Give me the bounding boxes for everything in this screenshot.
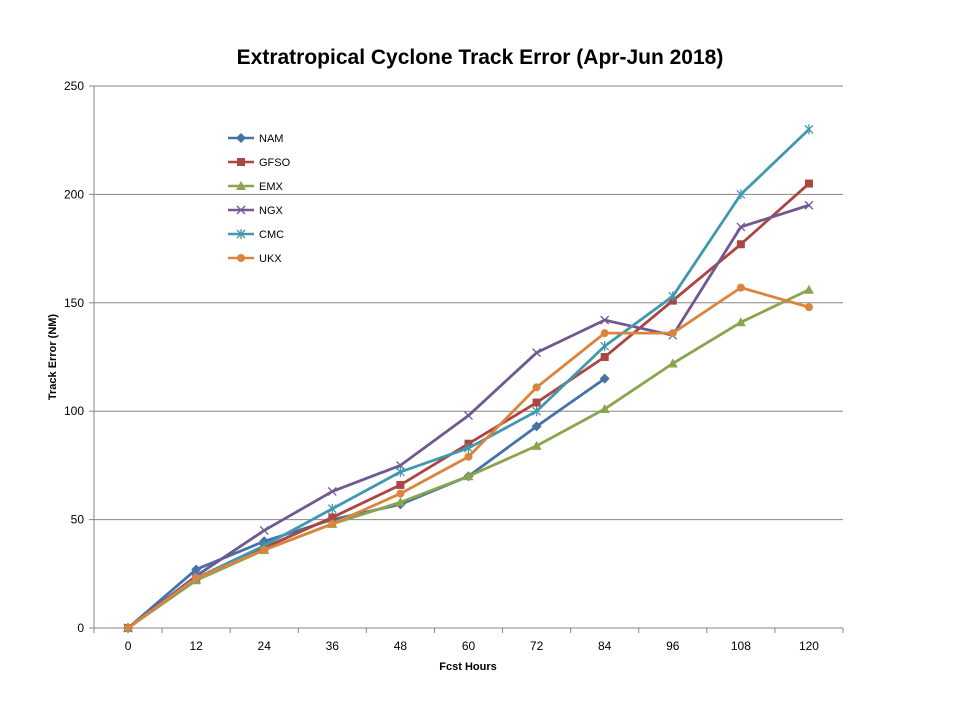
data-point-ukx — [533, 383, 541, 391]
legend-label-emx: EMX — [259, 181, 284, 193]
data-point-ukx — [328, 520, 336, 528]
y-tick-label: 200 — [64, 187, 84, 201]
x-tick-label: 120 — [799, 639, 819, 653]
x-tick-label: 84 — [598, 639, 612, 653]
data-point-ngx — [465, 412, 473, 420]
x-tick-label: 48 — [394, 639, 408, 653]
data-point-ukx — [601, 329, 609, 337]
legend-label-ngx: NGX — [259, 205, 284, 217]
series-lines — [123, 124, 814, 633]
legend-label-cmc: CMC — [259, 229, 284, 241]
legend-item-nam: NAM — [228, 133, 283, 145]
y-tick-label: 100 — [64, 404, 84, 418]
y-tick-label: 50 — [71, 513, 85, 527]
y-axis-label: Track Error (NM) — [47, 314, 59, 401]
data-point-gfso — [396, 481, 404, 489]
x-tick-label: 108 — [731, 639, 751, 653]
legend-item-gfso: GFSO — [228, 157, 291, 169]
data-point-ukx — [396, 490, 404, 498]
data-point-cmc — [601, 341, 609, 351]
legend-marker-gfso — [237, 158, 245, 166]
x-tick-label: 12 — [189, 639, 203, 653]
x-tick-label: 24 — [258, 639, 272, 653]
axes — [89, 86, 843, 633]
series-ukx — [124, 284, 813, 632]
y-tick-label: 150 — [64, 296, 84, 310]
legend-item-cmc: CMC — [228, 229, 284, 241]
data-point-emx — [804, 285, 814, 294]
legend-marker-nam — [236, 133, 246, 143]
data-point-gfso — [601, 353, 609, 361]
legend-marker-ukx — [237, 254, 245, 262]
series-line-nam — [128, 379, 605, 628]
x-tick-label: 72 — [530, 639, 544, 653]
chart-title: Extratropical Cyclone Track Error (Apr-J… — [237, 46, 724, 69]
legend-item-ukx: UKX — [228, 253, 282, 265]
x-tick-label: 96 — [666, 639, 680, 653]
data-point-ukx — [805, 303, 813, 311]
data-point-ukx — [669, 329, 677, 337]
legend-item-ngx: NGX — [228, 205, 284, 217]
data-point-ukx — [124, 624, 132, 632]
legend-item-emx: EMX — [228, 181, 284, 193]
x-axis-label: Fcst Hours — [439, 661, 496, 673]
legend-label-nam: NAM — [259, 133, 283, 145]
tick-labels: 0 50 100 150 200 250 0 12 24 36 48 60 72 84 96 108 120 — [64, 79, 819, 653]
line-chart: Extratropical Cyclone Track Error (Apr-J… — [0, 0, 960, 720]
data-point-cmc — [669, 291, 677, 301]
data-point-gfso — [533, 399, 541, 407]
legend: NAM GFSO EMX NGX CMC UKX — [228, 133, 291, 265]
x-tick-label: 36 — [326, 639, 340, 653]
legend-label-ukx: UKX — [259, 253, 282, 265]
chart-container: Extratropical Cyclone Track Error (Apr-J… — [0, 0, 960, 720]
y-tick-label: 250 — [64, 79, 84, 93]
data-point-ukx — [260, 546, 268, 554]
data-point-cmc — [805, 124, 813, 134]
data-point-ukx — [465, 453, 473, 461]
data-point-ukx — [737, 284, 745, 292]
x-tick-label: 60 — [462, 639, 476, 653]
data-point-gfso — [737, 240, 745, 248]
x-tick-label: 0 — [125, 639, 132, 653]
y-tick-label: 0 — [77, 621, 84, 635]
data-point-ukx — [192, 574, 200, 582]
legend-label-gfso: GFSO — [259, 157, 291, 169]
data-point-gfso — [805, 180, 813, 188]
